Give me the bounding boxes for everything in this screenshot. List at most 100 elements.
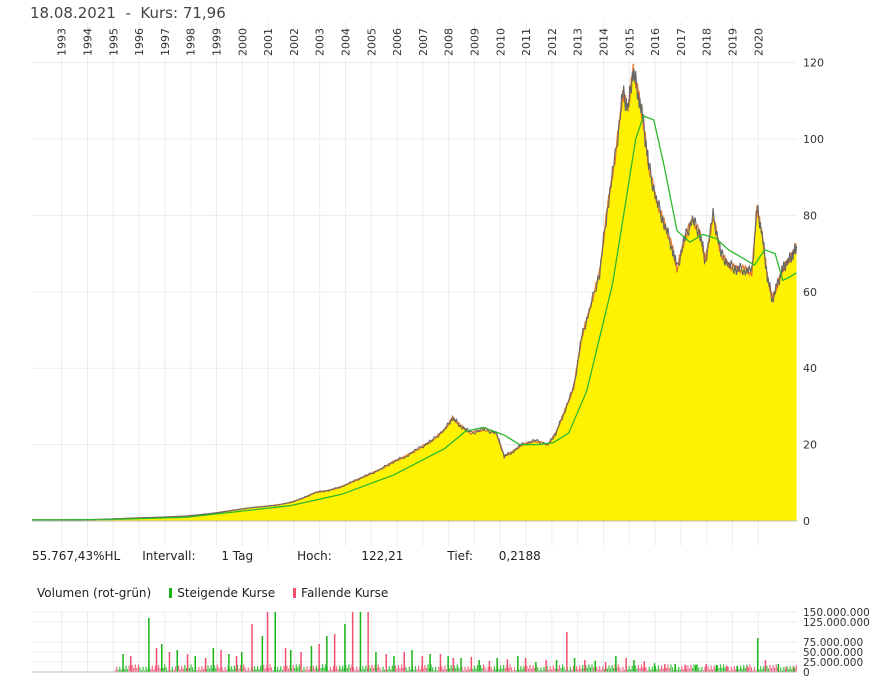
volume-bar-rising [478, 660, 480, 672]
volume-bar-texture [329, 666, 331, 672]
x-tick-label: 2018 [701, 28, 714, 56]
volume-bar-rising [375, 652, 377, 672]
volume-y-tick-label: 150.000.000 [803, 607, 870, 619]
volume-bar-texture [270, 667, 273, 672]
volume-bar-texture [140, 670, 143, 672]
volume-bar-texture [791, 669, 793, 672]
volume-bar-texture [701, 666, 703, 672]
volume-bar-texture [192, 667, 194, 672]
volume-bar-falling [524, 658, 527, 672]
volume-bar-falling [284, 648, 287, 672]
volume-bar-texture [518, 669, 520, 672]
volume-bar-texture [589, 667, 591, 672]
volume-bar-texture [723, 664, 725, 672]
stat-interval-label: Intervall: [142, 549, 196, 563]
volume-bar-texture [448, 668, 451, 672]
volume-bar-texture [476, 665, 478, 672]
price-area [32, 70, 797, 522]
volume-bar-texture [363, 669, 365, 672]
volume-y-tick-label: 25.000.000 [803, 657, 863, 669]
volume-bar-texture [503, 665, 505, 672]
volume-bar-texture [349, 667, 352, 672]
volume-bar-texture [774, 668, 776, 672]
volume-bar-texture [377, 664, 379, 672]
stat-performance: 55.767,43%HL [32, 549, 121, 563]
volume-bar-texture [668, 668, 670, 672]
volume-bar-texture [500, 665, 502, 672]
volume-bar-texture [294, 668, 296, 672]
volume-bar-texture [249, 670, 251, 672]
volume-bar-texture [269, 664, 271, 672]
volume-bar-texture [383, 669, 386, 672]
header-kurs-label: Kurs: [140, 4, 179, 22]
volume-bar-texture [207, 665, 209, 672]
volume-bar-texture [328, 670, 330, 672]
stat-low-label: Tief: [447, 549, 473, 563]
volume-bar-texture [795, 665, 797, 672]
volume-bar-texture [588, 664, 590, 672]
volume-bar-texture [654, 666, 656, 672]
volume-bar-texture [687, 665, 689, 672]
volume-bar-falling [130, 656, 132, 672]
volume-bar-texture [526, 665, 528, 672]
volume-bar-texture [472, 669, 474, 672]
volume-bar-texture [609, 668, 612, 672]
volume-bar-texture [430, 664, 432, 672]
volume-bar-falling [186, 654, 189, 672]
volume-bar-rising [241, 652, 243, 672]
volume-bar-texture [379, 667, 381, 672]
volume-bar-texture [402, 668, 404, 672]
volume-bar-texture [755, 670, 757, 672]
volume-bar-texture [342, 665, 344, 672]
volume-bar-texture [357, 669, 359, 672]
volume-bar-texture [309, 666, 311, 672]
volume-bar-texture [709, 669, 711, 672]
x-tick-label: 1997 [159, 28, 172, 56]
volume-bar-texture [134, 664, 136, 672]
volume-bar-rising [122, 654, 124, 672]
volume-bar-falling [168, 652, 171, 672]
volume-bar-texture [679, 669, 681, 672]
volume-bar-texture [247, 667, 249, 672]
volume-bar-texture [529, 665, 531, 672]
volume-bar-texture [543, 666, 545, 672]
volume-bar-rising [393, 656, 395, 672]
volume-bar-texture [190, 664, 192, 672]
volume-bar-rising [695, 664, 697, 672]
volume-bar-texture [616, 667, 618, 672]
volume-bar-texture [280, 666, 282, 672]
volume-bar-texture [552, 665, 554, 672]
volume-bar-texture [509, 664, 511, 672]
volume-bar-texture [201, 666, 203, 672]
volume-bar-texture [557, 668, 559, 672]
volume-bar-texture [640, 664, 643, 672]
volume-bar-texture [263, 665, 265, 672]
volume-bar-rising [793, 667, 795, 672]
volume-bar-falling [625, 658, 627, 672]
volume-bar-texture [442, 669, 444, 672]
volume-bar-texture [551, 669, 553, 672]
volume-bar-rising [274, 612, 276, 672]
x-tick-label: 1998 [185, 28, 198, 56]
volume-bar-texture [704, 666, 706, 672]
volume-bar-rising [344, 624, 346, 672]
x-tick-label: 2006 [391, 28, 404, 56]
volume-bar-texture [789, 666, 791, 672]
volume-bar-texture [444, 665, 446, 672]
volume-bar-texture [236, 665, 239, 672]
volume-bar-texture [394, 665, 396, 672]
volume-bar-texture [133, 668, 135, 672]
volume-bar-texture [531, 668, 533, 672]
volume-bar-texture [229, 669, 231, 672]
volume-bar-texture [631, 665, 633, 672]
volume-bar-texture [340, 668, 342, 672]
volume-bar-texture [707, 666, 709, 672]
volume-bar-falling [220, 650, 222, 672]
volume-bar-falling [439, 654, 442, 672]
y-tick-label: 100 [803, 133, 824, 146]
volume-bar-texture [713, 665, 715, 672]
volume-bar-texture [481, 668, 483, 672]
volume-bar-texture [527, 668, 530, 672]
volume-bar-falling [470, 656, 473, 672]
